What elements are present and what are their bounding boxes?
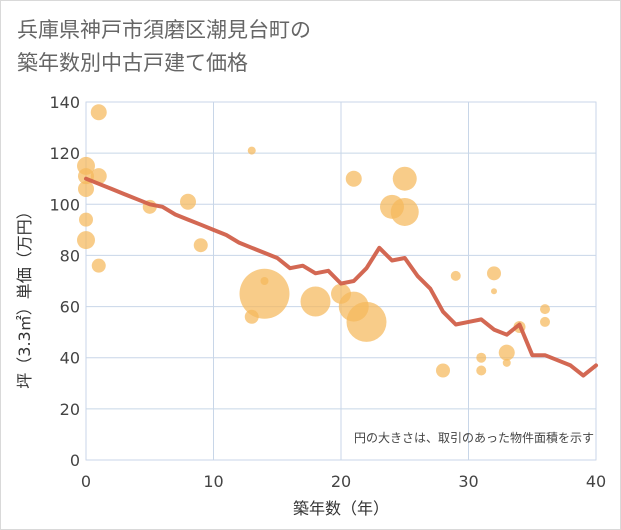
bubble-point (346, 301, 387, 342)
y-axis-title: 坪（3.3㎡）単価（万円） (15, 203, 34, 388)
x-tick-label: 40 (586, 472, 606, 491)
bubble-point (540, 316, 550, 327)
x-axis-ticks: 0 10 20 30 40 (81, 472, 606, 491)
bubble-point (260, 277, 269, 285)
chart-title-line-1: 兵庫県神戸市須磨区潮見台町の (17, 18, 311, 42)
average-price-line (84, 176, 598, 378)
y-tick-label: 120 (49, 144, 80, 163)
bubble-point (476, 352, 487, 363)
average-line-layer (84, 176, 598, 378)
bubble-point (390, 197, 419, 226)
x-tick-label: 0 (81, 472, 91, 491)
y-tick-label: 80 (60, 246, 80, 265)
y-tick-label: 60 (60, 298, 80, 317)
bubble-point (77, 231, 95, 250)
x-tick-label: 10 (203, 472, 223, 491)
bubble-point (193, 238, 208, 253)
bubble-point (78, 180, 94, 197)
x-tick-label: 20 (331, 472, 351, 491)
x-axis-title: 築年数（年） (293, 499, 389, 518)
bubble-point (436, 363, 450, 378)
bubble-point (345, 170, 362, 187)
bubble-point (491, 288, 497, 295)
bubble-point (476, 365, 487, 376)
bubble-point (79, 212, 93, 227)
bubble-point (502, 358, 511, 367)
bubble-point (300, 286, 331, 317)
bubble-point (498, 344, 515, 361)
x-tick-label: 30 (458, 472, 478, 491)
bubble-point (91, 258, 106, 273)
bubble-point (450, 270, 461, 281)
bubble-size-note: 円の大きさは、取引のあった物件面積を示す (354, 430, 594, 445)
bubble-point (239, 268, 290, 319)
y-tick-label: 40 (60, 349, 80, 368)
bubble-point (180, 193, 196, 210)
y-tick-label: 140 (49, 93, 80, 112)
bubble-point (392, 166, 417, 191)
chart-title-line-2: 築年数別中古戸建て価格 (17, 51, 248, 75)
y-tick-label: 0 (70, 451, 80, 470)
y-tick-label: 20 (60, 400, 80, 419)
bubble-point (540, 304, 550, 315)
bubble-point (90, 104, 107, 121)
chart-title: 兵庫県神戸市須磨区潮見台町の 築年数別中古戸建て価格 (17, 14, 311, 80)
bubble-point (487, 266, 501, 281)
y-tick-label: 100 (49, 195, 80, 214)
y-axis-ticks: 0 20 40 60 80 100 120 140 (49, 93, 80, 470)
bubble-point (247, 146, 256, 155)
